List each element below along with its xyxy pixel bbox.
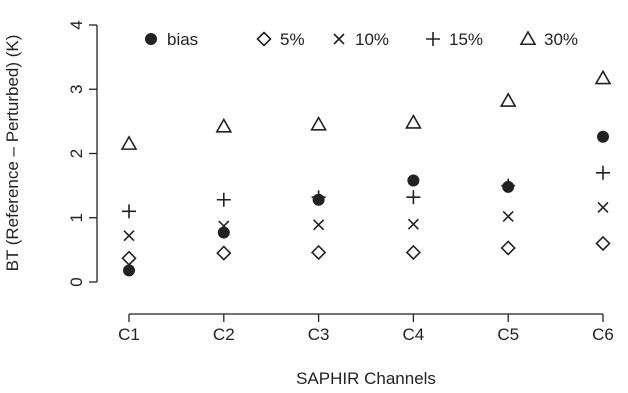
data-point-triangle [215, 117, 233, 133]
data-point-plus [501, 178, 516, 193]
legend-item: 30% [519, 30, 578, 49]
legend-item: 10% [333, 30, 389, 49]
data-point-cross [123, 230, 135, 242]
data-point-cross [407, 218, 419, 230]
legend-label: 10% [355, 30, 389, 49]
data-point-filled-circle [597, 130, 609, 143]
legend-marker-plus [426, 32, 440, 46]
legend-label: 15% [449, 30, 483, 49]
data-point-triangle [310, 115, 327, 131]
data-point-triangle [499, 92, 517, 107]
data-point-cross [502, 210, 514, 223]
y-tick-label: 0 [67, 277, 86, 286]
data-point-cross [218, 220, 230, 232]
legend-label: 5% [280, 30, 305, 49]
legend-label: 30% [544, 30, 578, 49]
data-point-plus [311, 190, 326, 205]
y-tick-label: 4 [67, 20, 86, 29]
legend-item: bias [145, 30, 198, 49]
legend-marker-cross [333, 33, 345, 45]
data-point-diamond [121, 250, 137, 266]
legend: bias 5% 10% 15% 30% [145, 30, 578, 49]
data-point-diamond [595, 235, 611, 252]
x-tick-label: C4 [403, 325, 425, 344]
x-axis-ticks: C1 C2 C3 C4 C5 C6 [118, 314, 614, 344]
data-point-filled-circle [123, 264, 135, 277]
y-axis-ticks: 0 1 2 3 4 [67, 20, 97, 287]
data-point-filled-circle [407, 174, 420, 187]
data-point-plus [596, 165, 610, 180]
data-point-triangle [594, 69, 612, 85]
legend-marker-filled-circle [145, 33, 157, 45]
data-point-plus [122, 204, 136, 219]
data-point-triangle [405, 114, 422, 129]
data-point-triangle [120, 135, 138, 150]
data-point-diamond [310, 244, 327, 261]
data-point-cross [313, 219, 325, 231]
x-tick-label: C6 [592, 325, 614, 344]
x-tick-label: C5 [497, 325, 519, 344]
data-point-filled-circle [217, 226, 230, 239]
x-tick-label: C3 [308, 325, 330, 344]
data-point-plus [216, 192, 231, 207]
y-tick-label: 2 [67, 149, 86, 158]
y-axis-label: BT (Reference – Perturbed) (K) [3, 35, 22, 272]
legend-marker-diamond [256, 31, 272, 47]
data-point-plus [406, 190, 421, 205]
y-tick-label: 3 [67, 85, 86, 94]
data-points [120, 69, 612, 277]
data-point-diamond [500, 240, 516, 256]
legend-label: bias [167, 30, 198, 49]
x-tick-label: C1 [118, 325, 140, 344]
x-axis-label: SAPHIR Channels [296, 369, 436, 388]
data-point-diamond [405, 244, 422, 261]
data-point-cross [597, 201, 609, 214]
legend-marker-triangle [519, 30, 537, 46]
x-tick-label: C2 [213, 325, 235, 344]
y-tick-label: 1 [67, 213, 86, 222]
legend-item: 5% [256, 30, 305, 49]
legend-item: 15% [426, 30, 483, 49]
data-point-diamond [216, 245, 232, 261]
